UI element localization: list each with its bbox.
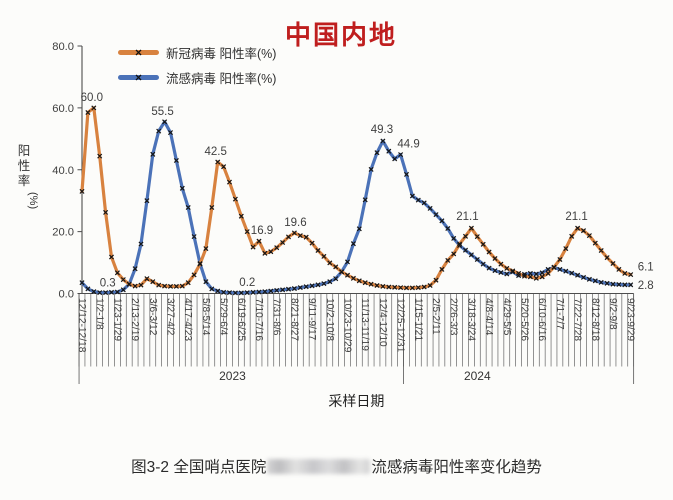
svg-text:40.0: 40.0 (52, 165, 74, 177)
svg-text:阳: 阳 (18, 144, 31, 158)
svg-text:率: 率 (18, 173, 31, 188)
svg-text:1/2-1/8: 1/2-1/8 (94, 298, 105, 330)
svg-text:(%): (%) (27, 192, 39, 209)
svg-text:11/13-11/19: 11/13-11/19 (359, 298, 370, 351)
svg-text:7/10-7/16: 7/10-7/16 (253, 298, 264, 341)
svg-text:12/25-12/31: 12/25-12/31 (395, 298, 406, 353)
svg-text:9/11-9/17: 9/11-9/17 (306, 298, 317, 341)
svg-text:12/12-12/18: 12/12-12/18 (76, 298, 87, 353)
svg-text:10/23-10/29: 10/23-10/29 (342, 298, 353, 353)
covid-line-swatch-icon: × (118, 46, 159, 58)
svg-text:6.1: 6.1 (638, 262, 654, 274)
svg-text:5/20-5/26: 5/20-5/26 (519, 298, 530, 341)
positivity-trend-line-chart: 2023 2024 80.0 60.0 40.0 20.0 0.0 阳性率 (%) 12/12-1… (18, 41, 654, 409)
x-marker-icon: × (134, 70, 143, 85)
svg-text:49.3: 49.3 (371, 124, 393, 136)
svg-text:性: 性 (18, 159, 31, 173)
svg-text:42.5: 42.5 (205, 146, 227, 158)
svg-text:0.2: 0.2 (239, 277, 255, 289)
svg-text:5/8-5/14: 5/8-5/14 (200, 298, 211, 336)
legend-item-covid: × 新冠病毒 阳性率(%) (118, 40, 276, 65)
svg-text:3/6-3/12: 3/6-3/12 (147, 298, 158, 336)
chart-title: 中国内地 (285, 20, 398, 50)
svg-text:9/23-9/29: 9/23-9/29 (625, 298, 636, 341)
svg-text:10/2-10/8: 10/2-10/8 (324, 298, 335, 341)
svg-text:3/18-3/24: 3/18-3/24 (465, 298, 476, 341)
caption-prefix: 图3-2 全国哨点医院 (131, 459, 267, 476)
flu-line-swatch-icon: × (118, 71, 159, 83)
svg-text:2/26-3/3: 2/26-3/3 (448, 298, 459, 336)
svg-text:9/2-9/8: 9/2-9/8 (607, 298, 618, 330)
svg-text:21.1: 21.1 (456, 211, 478, 223)
svg-text:4/17-4/23: 4/17-4/23 (182, 298, 193, 341)
svg-text:80.0: 80.0 (52, 41, 74, 53)
legend-label-flu: 流感病毒 阳性率(%) (166, 72, 277, 86)
legend: × 新冠病毒 阳性率(%) × 流感病毒 阳性率(%) (118, 40, 276, 90)
svg-text:7/31-8/6: 7/31-8/6 (271, 298, 282, 336)
svg-text:7/1-7/7: 7/1-7/7 (554, 298, 565, 330)
svg-text:1/23-1/29: 1/23-1/29 (111, 298, 122, 341)
svg-text:4/8-4/14: 4/8-4/14 (483, 298, 494, 336)
svg-text:60.0: 60.0 (52, 103, 74, 115)
caption-suffix: 流感病毒阳性率变化趋势 (371, 459, 542, 476)
svg-text:12/4-12/10: 12/4-12/10 (377, 298, 388, 347)
svg-text:44.9: 44.9 (397, 139, 419, 151)
svg-text:2023: 2023 (219, 369, 246, 383)
svg-text:60.0: 60.0 (81, 92, 103, 104)
svg-text:55.5: 55.5 (151, 106, 173, 118)
svg-text:2/5-2/11: 2/5-2/11 (430, 298, 441, 335)
svg-text:21.1: 21.1 (565, 211, 587, 223)
legend-label-covid: 新冠病毒 阳性率(%) (166, 47, 277, 61)
redacted-text (267, 459, 371, 474)
svg-text:6/19-6/25: 6/19-6/25 (235, 298, 246, 341)
svg-text:3/27-4/2: 3/27-4/2 (165, 298, 176, 336)
x-marker-icon: × (134, 45, 143, 60)
svg-text:2/13-2/19: 2/13-2/19 (129, 298, 140, 341)
svg-text:19.6: 19.6 (284, 217, 306, 229)
svg-text:4/29-5/5: 4/29-5/5 (501, 298, 512, 336)
svg-text:0.3: 0.3 (100, 278, 116, 290)
svg-text:2024: 2024 (464, 369, 491, 383)
svg-text:采样日期: 采样日期 (328, 393, 384, 409)
legend-item-flu: × 流感病毒 阳性率(%) (118, 65, 276, 90)
svg-text:7/22-7/28: 7/22-7/28 (572, 298, 583, 341)
figure-caption: 图3-2 全国哨点医院 流感病毒阳性率变化趋势 (0, 455, 673, 477)
svg-text:16.9: 16.9 (251, 225, 273, 237)
svg-text:6/10-6/16: 6/10-6/16 (536, 298, 547, 341)
svg-text:1/15-1/21: 1/15-1/21 (412, 298, 423, 341)
svg-text:5/29-6/4: 5/29-6/4 (218, 298, 229, 336)
svg-text:0.0: 0.0 (58, 289, 74, 301)
svg-text:20.0: 20.0 (52, 227, 74, 239)
svg-text:8/12-8/18: 8/12-8/18 (589, 298, 600, 341)
svg-text:8/21-8/27: 8/21-8/27 (288, 298, 299, 341)
svg-text:2.8: 2.8 (638, 280, 654, 292)
